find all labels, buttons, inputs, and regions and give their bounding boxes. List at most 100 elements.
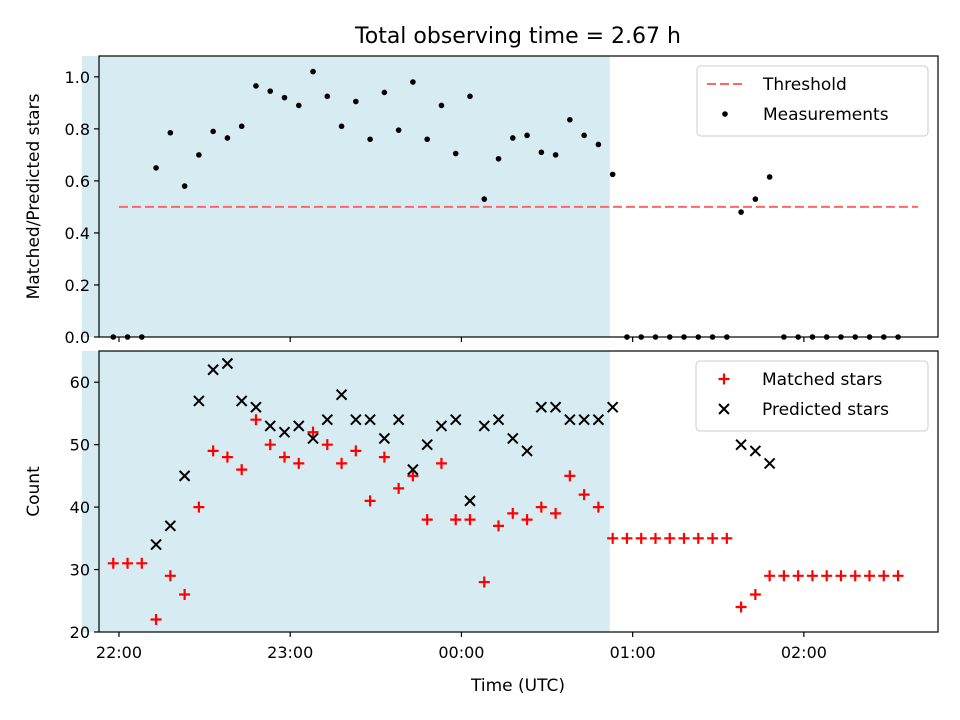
data-point [264, 439, 276, 451]
data-point [253, 83, 259, 89]
data-point [364, 495, 376, 507]
data-point [293, 457, 305, 469]
chart-title: Total observing time = 2.67 h [354, 24, 681, 49]
data-point [336, 457, 348, 469]
data-point [467, 93, 473, 100]
data-point [607, 532, 619, 544]
data-point [353, 98, 359, 105]
data-point [150, 538, 162, 551]
data-point [153, 165, 159, 171]
data-point [535, 401, 548, 413]
data-point [478, 576, 490, 588]
data-point [493, 520, 505, 532]
data-point [552, 152, 559, 158]
data-point [749, 445, 762, 457]
data-point [738, 209, 744, 215]
data-point [664, 532, 676, 544]
x-tick-label: 01:00 [610, 643, 656, 662]
data-point [293, 420, 305, 432]
observing-window-shade [81, 351, 610, 632]
data-point [267, 88, 274, 94]
legend-label: Threshold [762, 75, 847, 95]
data-point [378, 451, 390, 463]
data-point [507, 432, 519, 445]
data-point [281, 94, 288, 101]
data-point [210, 128, 216, 135]
x-tick-label: 00:00 [438, 643, 484, 662]
data-point [509, 135, 516, 141]
legend-x-swatch [718, 403, 730, 415]
legend-plus-swatch [718, 373, 730, 385]
legend-label: Matched stars [762, 370, 882, 390]
data-point [535, 501, 547, 513]
observing-window-shade [81, 56, 610, 337]
y-axis-label: Matched/Predicted stars [24, 93, 44, 299]
legend: Threshold Measurements [696, 65, 929, 137]
data-point [766, 174, 773, 180]
data-point [835, 570, 847, 582]
data-point [721, 532, 733, 544]
data-point [609, 171, 616, 178]
x-tick-label: 22:00 [96, 643, 142, 662]
data-point [592, 501, 604, 513]
top-panel: 0.0 0.2 0.4 0.6 0.8 1.0 Matched/Predicted star… [24, 55, 939, 347]
y-tick-label: 20 [70, 623, 90, 642]
data-point [338, 123, 345, 130]
data-point [778, 570, 790, 582]
data-point [806, 570, 818, 582]
x-tick-label: 23:00 [267, 643, 313, 662]
legend-label: Predicted stars [762, 400, 889, 420]
data-point [649, 532, 661, 544]
data-point [538, 149, 545, 156]
data-point [250, 414, 262, 426]
data-point [550, 507, 562, 519]
data-point [438, 102, 445, 109]
data-point [578, 489, 590, 501]
data-point [193, 395, 205, 407]
data-point [892, 570, 904, 582]
data-point [752, 196, 759, 202]
data-point [692, 532, 704, 544]
data-point [295, 102, 302, 109]
data-point [549, 401, 562, 413]
data-point [507, 507, 519, 519]
data-point [464, 495, 476, 507]
series-measurements [110, 68, 901, 340]
data-point [179, 589, 191, 601]
data-point [581, 132, 587, 139]
data-point [278, 426, 291, 438]
data-point [381, 89, 388, 96]
data-point [335, 389, 348, 401]
data-point [395, 127, 402, 133]
data-point [735, 601, 747, 613]
data-point [450, 413, 462, 426]
x-tick-label: 02:00 [781, 643, 827, 662]
data-point [136, 557, 148, 569]
y-tick-label: 30 [70, 561, 90, 580]
data-point [564, 413, 576, 426]
data-point [452, 150, 459, 157]
legend-box [695, 360, 929, 432]
data-point [521, 514, 533, 526]
y-tick-label: 1.0 [65, 68, 90, 87]
data-point [764, 570, 776, 582]
data-point [307, 432, 319, 445]
data-point [849, 570, 861, 582]
data-point [564, 470, 576, 482]
data-point [235, 395, 248, 407]
data-point [310, 68, 316, 75]
legend-box [696, 65, 929, 137]
data-point [207, 364, 219, 376]
data-point [264, 420, 276, 432]
legend-label: Measurements [763, 105, 889, 125]
data-point [207, 445, 219, 457]
data-point [621, 532, 633, 544]
data-point [495, 155, 502, 162]
data-point [435, 457, 447, 469]
data-point [749, 589, 761, 601]
data-point [350, 445, 362, 457]
data-point [407, 470, 419, 482]
data-point [524, 132, 530, 139]
data-point [221, 357, 234, 370]
series-predicted-stars [150, 357, 776, 551]
